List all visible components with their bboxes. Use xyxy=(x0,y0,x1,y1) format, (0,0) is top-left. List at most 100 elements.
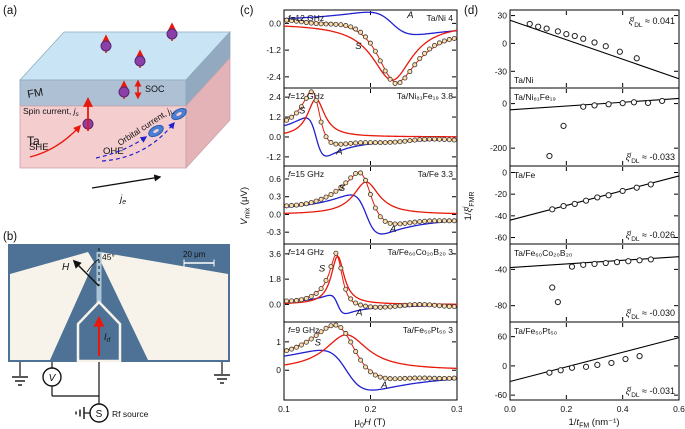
scatter-point xyxy=(605,192,612,199)
data-point xyxy=(313,21,319,27)
data-point xyxy=(367,304,373,310)
scatter-point xyxy=(543,25,550,32)
je-label: je xyxy=(118,194,126,206)
x-tick-label: 0.6 xyxy=(673,404,685,414)
tspan-shape: (nm⁻¹) xyxy=(589,417,619,428)
she-label: SHE xyxy=(29,142,49,153)
data-point xyxy=(377,374,383,380)
data-point xyxy=(441,38,447,44)
data-point xyxy=(358,140,364,146)
tspan-shape: ≈ -0.030 xyxy=(640,308,675,318)
data-point xyxy=(432,218,438,224)
y-tick-label: 0 xyxy=(502,38,507,48)
fit-line xyxy=(509,337,680,383)
data-point xyxy=(397,221,403,227)
tspan-shape: j xyxy=(463,206,470,209)
data-point xyxy=(358,357,364,363)
data-point xyxy=(353,300,359,306)
tspan-shape: V xyxy=(239,217,250,225)
tspan-shape: f xyxy=(288,325,292,335)
data-point xyxy=(412,219,418,225)
tspan-shape: 0 xyxy=(360,423,364,429)
tspan-shape: ξ xyxy=(626,152,631,162)
sample-label: Ta/Fe₆₀Co₂₀B₂₀ xyxy=(514,248,573,258)
data-point xyxy=(362,177,368,183)
panel-c-label: (c) xyxy=(240,5,254,17)
scatter-point xyxy=(591,102,598,109)
data-point xyxy=(367,369,373,375)
data-point xyxy=(397,139,403,145)
y-tick-label: -20 xyxy=(495,189,508,199)
field-direction-arrow xyxy=(72,259,100,287)
xi-dl-label: ξjDL ≈ -0.031 xyxy=(626,386,675,400)
xi-dl-label: ξjDL ≈ -0.030 xyxy=(626,308,675,322)
tspan-shape: f xyxy=(288,91,292,101)
data-point xyxy=(387,139,393,145)
scatter-point xyxy=(549,284,556,291)
panel-c-vmix-charts: (c) Vmix (μV) μ0H (T) 0.0-1.2-2.4f=12 GH… xyxy=(239,5,462,429)
data-point xyxy=(446,37,452,43)
tspan-shape: j xyxy=(632,16,635,23)
data-point xyxy=(436,218,442,224)
signal-pad-outline xyxy=(76,300,122,363)
data-point xyxy=(422,302,428,308)
data-point xyxy=(328,21,334,27)
ohe-arrow xyxy=(95,136,148,159)
data-point xyxy=(293,18,299,24)
tspan-shape: (T) xyxy=(371,417,386,428)
sample-label: Ta/Ni 4 xyxy=(427,13,454,23)
data-point xyxy=(407,375,413,381)
data-point xyxy=(333,250,339,256)
scatter-point xyxy=(613,259,621,266)
data-point xyxy=(451,304,457,310)
data-point xyxy=(422,375,428,381)
scatter-point xyxy=(636,353,643,360)
rf-source-symbol: S xyxy=(96,409,103,420)
data-point xyxy=(313,290,319,296)
tspan-shape: ξ xyxy=(626,386,631,396)
data-point xyxy=(382,218,388,224)
data-point xyxy=(284,203,290,209)
data-point xyxy=(382,375,388,381)
tspan-shape: =14 GHz xyxy=(290,247,324,257)
data-point xyxy=(289,114,295,120)
data-point xyxy=(412,62,418,68)
y-tick-label: 0.3 xyxy=(269,192,281,202)
sample-label: Ta/Fe₅₀Pt₅₀ 3 xyxy=(403,325,454,335)
data-point xyxy=(422,136,428,142)
data-point xyxy=(323,325,329,331)
data-point xyxy=(417,302,423,308)
data-point xyxy=(451,218,457,224)
scatter-point xyxy=(580,261,587,268)
data-point xyxy=(427,46,433,52)
data-point xyxy=(372,372,378,378)
c-plots-group: 0.0-1.2-2.4f=12 GHz Ta/Ni 4SA2.41.20.0-1.… xyxy=(266,9,462,414)
she-arrow xyxy=(29,124,82,158)
scatter-point xyxy=(535,23,542,30)
scatter-point xyxy=(568,364,576,371)
y-tick-label: 0 xyxy=(502,361,507,371)
tspan-shape: μ xyxy=(354,417,359,428)
xi-dl-label: ξjDL ≈ 0.041 xyxy=(629,16,675,30)
tspan-shape: FM xyxy=(579,423,589,429)
data-point xyxy=(303,339,309,345)
data-point xyxy=(417,375,423,381)
scatter-point xyxy=(591,260,598,268)
data-point xyxy=(377,58,383,64)
a-curve-label: A xyxy=(406,10,413,21)
scatter-point xyxy=(647,256,654,263)
data-point xyxy=(318,286,324,292)
tspan-shape: DL xyxy=(631,236,640,243)
d-x-axis-title: 1/tFM (nm⁻¹) xyxy=(568,417,619,429)
s-curve-label: S xyxy=(315,337,322,348)
data-point xyxy=(451,375,457,381)
data-point xyxy=(289,346,295,352)
data-point xyxy=(343,141,349,147)
data-point xyxy=(358,170,364,176)
tspan-shape: ξ xyxy=(626,308,631,318)
scatter-point xyxy=(560,202,567,210)
frequency-label: f=14 GHz xyxy=(288,247,324,257)
scatter-point xyxy=(619,187,626,195)
waveguide-ground-right xyxy=(100,252,228,360)
data-point xyxy=(303,95,309,101)
